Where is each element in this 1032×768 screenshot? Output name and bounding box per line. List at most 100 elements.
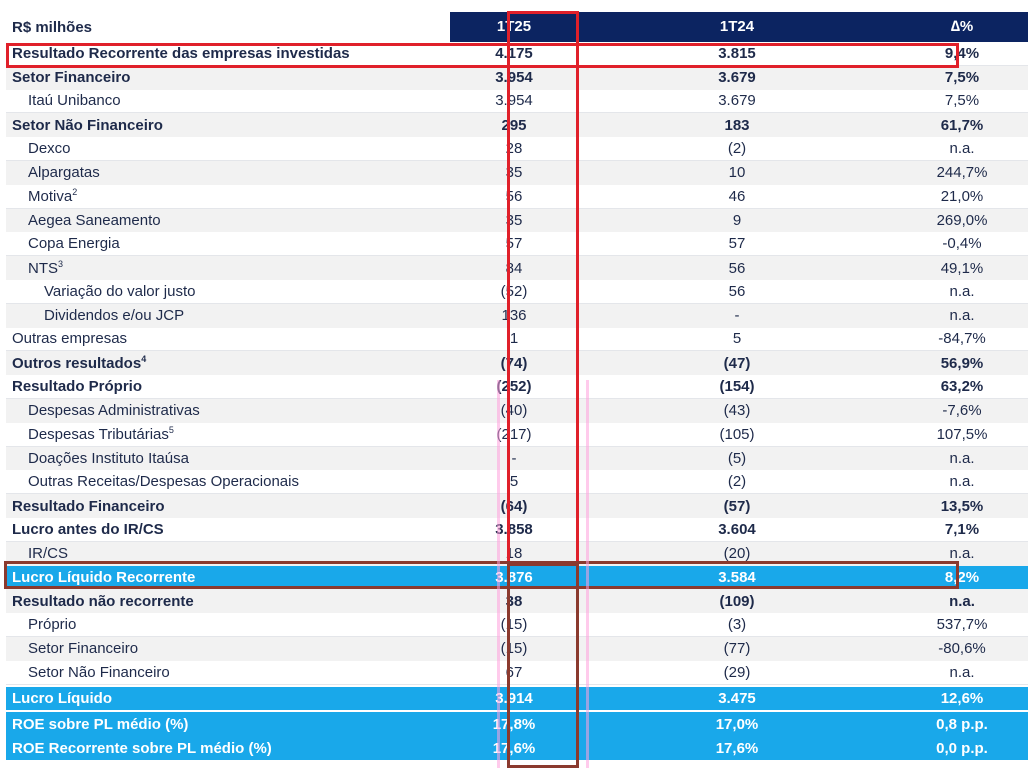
table-row: Resultado não recorrente 38 (109) n.a. (6, 589, 1028, 614)
footnote-marker: 5 (168, 424, 174, 435)
table-row: Alpargatas 35 10 244,7% (6, 160, 1028, 185)
value-1t25: 17,6% (492, 739, 536, 757)
table-row: Resultado Financeiro (64) (57) 13,5% (6, 494, 1028, 518)
value-delta: n.a. (949, 307, 975, 325)
value-1t25: 3.954 (495, 69, 533, 87)
value-1t25: (52) (500, 282, 528, 300)
value-1t25: (64) (500, 497, 528, 515)
row-label-text: ROE Recorrente sobre PL médio (%) (12, 739, 272, 757)
table-row: Variação do valor justo (52) 56 n.a. (6, 280, 1028, 304)
row-label-text: Lucro Líquido (12, 689, 112, 707)
table-row: NTS3 84 56 49,1% (6, 256, 1028, 280)
value-delta: 7,5% (944, 69, 980, 87)
value-delta: 269,0% (936, 211, 988, 229)
results-table: R$ milhões 1T25 1T24 ∆% Resultado Recorr… (6, 12, 1028, 760)
row-label-text: Motiva (28, 187, 73, 205)
value-delta: 107,5% (936, 425, 988, 443)
value-1t25: (40) (500, 402, 528, 420)
value-1t24: (105) (719, 425, 755, 443)
row-label: IR/CS (6, 545, 450, 562)
value-delta: 8,2% (944, 568, 980, 586)
value-1t24: 3.604 (718, 520, 756, 538)
value-1t24: (29) (723, 663, 751, 681)
value-1t25: (252) (496, 378, 532, 396)
value-delta: 0,8 p.p. (936, 715, 988, 733)
value-1t25: 3.954 (495, 92, 533, 110)
row-label: Setor Financeiro (6, 69, 450, 86)
row-label-text: Despesas Administrativas (28, 402, 200, 420)
row-label: Resultado Financeiro (6, 498, 450, 515)
row-label-text: Lucro antes do IR/CS (12, 520, 164, 538)
value-1t25: 84 (505, 259, 523, 277)
value-delta: n.a. (949, 545, 975, 563)
table-row: Itaú Unibanco 3.954 3.679 7,5% (6, 90, 1028, 114)
value-delta: n.a. (949, 140, 975, 158)
row-label: Setor Financeiro (6, 640, 450, 657)
row-label: Alpargatas (6, 164, 450, 181)
value-delta: 9,4% (944, 44, 980, 62)
row-label: Despesas Tributárias5 (6, 424, 450, 443)
table-row: Outras Receitas/Despesas Operacionais 5 (2… (6, 470, 1028, 495)
value-1t24: 57 (728, 235, 746, 253)
row-label-text: Resultado Financeiro (12, 497, 165, 515)
value-1t24: (3) (727, 616, 747, 634)
unit-label: R$ milhões (12, 18, 93, 36)
row-label: Lucro Líquido (6, 690, 450, 707)
value-1t25: (15) (500, 616, 528, 634)
value-delta: -7,6% (942, 402, 982, 420)
value-delta: 56,9% (940, 354, 984, 372)
row-label: Setor Não Financeiro (6, 117, 450, 134)
table-row: Próprio (15) (3) 537,7% (6, 613, 1028, 637)
row-label-text: Outras Receitas/Despesas Operacionais (28, 473, 299, 491)
row-label: Outros resultados4 (6, 353, 450, 372)
value-delta: 21,0% (940, 187, 984, 205)
value-delta: n.a. (949, 473, 975, 491)
table-row: Setor Não Financeiro 67 (29) n.a. (6, 661, 1028, 685)
row-label: Itaú Unibanco (6, 92, 450, 109)
value-1t25: (217) (496, 425, 532, 443)
value-1t25: 38 (505, 592, 523, 610)
table-row: ROE sobre PL médio (%) 17,8% 17,0% 0,8 p.p. (6, 712, 1028, 737)
value-delta: 63,2% (940, 378, 984, 396)
row-label: Outras Receitas/Despesas Operacionais (6, 473, 450, 490)
value-1t25: 35 (505, 164, 523, 182)
table-row: Resultado Recorrente das empresas invest… (6, 42, 1028, 66)
value-1t24: (2) (727, 140, 747, 158)
value-1t24: 3.584 (718, 568, 756, 586)
row-label-text: Próprio (28, 616, 77, 634)
row-label: Lucro antes do IR/CS (6, 521, 450, 538)
row-label-text: NTS (28, 259, 58, 277)
value-delta: 0,0 p.p. (936, 739, 988, 757)
value-delta: -80,6% (938, 640, 986, 658)
row-label-text: Alpargatas (28, 164, 100, 182)
row-label-text: Doações Instituto Itaúsa (28, 449, 189, 467)
row-label-text: Outros resultados (12, 354, 142, 372)
table-row: Lucro Líquido 3.914 3.475 12,6% (6, 686, 1028, 711)
value-1t25: 295 (501, 116, 527, 134)
table-row: Outros resultados4 (74) (47) 56,9% (6, 351, 1028, 376)
row-label: Setor Não Financeiro (6, 664, 450, 681)
value-1t25: - (511, 449, 517, 467)
table-row: Motiva2 56 46 21,0% (6, 185, 1028, 209)
row-label: Despesas Administrativas (6, 402, 450, 419)
row-label-text: Setor Não Financeiro (12, 116, 163, 134)
value-1t24: - (734, 307, 740, 325)
table-row: Setor Financeiro 3.954 3.679 7,5% (6, 65, 1028, 90)
row-label-text: Itaú Unibanco (28, 92, 121, 110)
value-1t24: (57) (723, 497, 751, 515)
value-1t24: (43) (723, 402, 751, 420)
value-1t24: 56 (728, 282, 746, 300)
footnote-marker: 4 (141, 353, 147, 364)
value-delta: n.a. (949, 449, 975, 467)
table-row: Dividendos e/ou JCP 136 - n.a. (6, 303, 1028, 328)
value-1t24: (47) (723, 354, 751, 372)
value-1t24: 3.815 (718, 44, 756, 62)
table-row: Setor Financeiro (15) (77) -80,6% (6, 636, 1028, 661)
row-label-text: Setor Não Financeiro (28, 663, 170, 681)
row-label-text: Aegea Saneamento (28, 211, 161, 229)
value-1t24: 17,0% (715, 715, 759, 733)
row-label-text: Setor Financeiro (12, 69, 131, 87)
row-label-text: Resultado não recorrente (12, 592, 194, 610)
value-1t24: 46 (728, 187, 746, 205)
value-delta: 49,1% (940, 259, 984, 277)
